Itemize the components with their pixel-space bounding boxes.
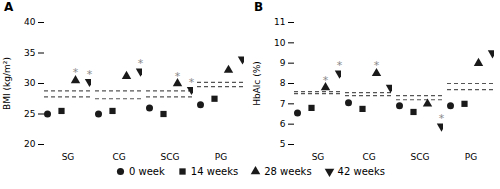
svg-text:BMI (kg/m²): BMI (kg/m²) <box>2 57 12 110</box>
svg-text:30: 30 <box>24 78 36 88</box>
html-text:A: A <box>4 0 14 14</box>
svg-text:*: * <box>73 66 79 79</box>
html-text:14 weeks: 14 weeks <box>190 166 239 177</box>
svg-text:*: * <box>189 76 195 89</box>
svg-text:35: 35 <box>24 48 35 58</box>
svg-text:*: * <box>323 74 329 87</box>
svg-text:20: 20 <box>24 139 36 149</box>
svg-text:*: * <box>138 57 144 70</box>
svg-text:CG: CG <box>362 152 375 162</box>
html-text:42 weeks: 42 weeks <box>337 166 385 177</box>
svg-text:10: 10 <box>274 38 286 48</box>
svg-text:11: 11 <box>274 17 285 27</box>
svg-text:*: * <box>87 68 93 81</box>
svg-text:5: 5 <box>280 139 286 149</box>
html-text:B: B <box>254 0 264 14</box>
svg-text:25: 25 <box>24 109 35 119</box>
svg-text:SCG: SCG <box>411 152 430 162</box>
svg-text:9: 9 <box>280 58 286 68</box>
svg-text:40: 40 <box>24 17 36 27</box>
svg-text:6: 6 <box>280 119 286 129</box>
svg-text:SG: SG <box>62 152 75 162</box>
svg-text:7: 7 <box>280 99 286 109</box>
html-text:0 week: 0 week <box>129 166 165 177</box>
svg-text:PG: PG <box>465 152 477 162</box>
svg-text:SCG: SCG <box>161 152 180 162</box>
svg-text:*: * <box>337 59 343 72</box>
svg-text:*: * <box>439 112 445 125</box>
svg-text:*: * <box>374 59 380 72</box>
svg-text:*: * <box>175 70 181 83</box>
html-text:28 weeks: 28 weeks <box>264 166 312 177</box>
svg-text:CG: CG <box>112 152 125 162</box>
svg-text:SG: SG <box>312 152 325 162</box>
svg-text:PG: PG <box>215 152 227 162</box>
svg-text:HbAlc (%): HbAlc (%) <box>252 61 262 106</box>
svg-text:8: 8 <box>280 78 286 88</box>
